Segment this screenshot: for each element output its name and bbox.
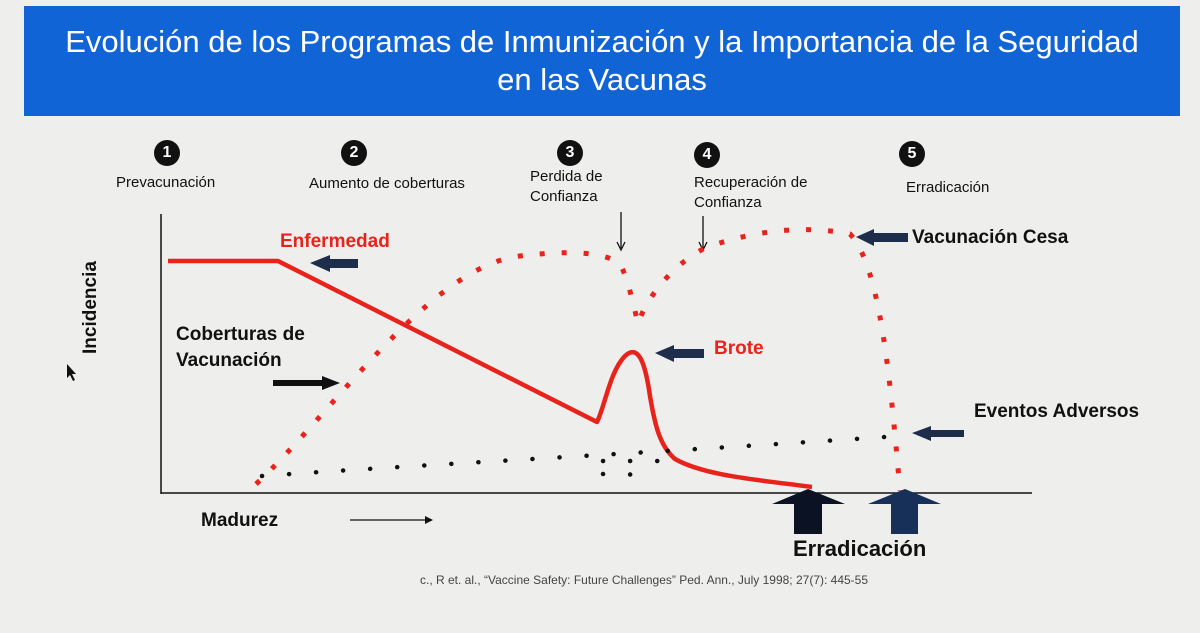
coverage-label-line1: Coberturas de bbox=[176, 324, 305, 345]
adverse-events-dotted-branch bbox=[600, 458, 661, 478]
stage-1-label: Prevacunación bbox=[116, 174, 216, 191]
coverage-label-line2: Vacunación bbox=[176, 350, 282, 371]
title-line-1: Evolución de los Programas de Inmunizaci… bbox=[65, 24, 1139, 59]
stage-3-label-line1: Perdida de bbox=[530, 168, 603, 185]
mouse-cursor-icon bbox=[67, 364, 76, 381]
x-axis-label: Madurez bbox=[201, 510, 279, 531]
title-banner: Evolución de los Programas de Inmunizaci… bbox=[24, 6, 1180, 116]
stage-4-number: 4 bbox=[694, 142, 720, 168]
stage-1-number: 1 bbox=[154, 140, 180, 166]
adverse-events-dotted-line bbox=[259, 433, 903, 479]
pointer-arrow-icon-disease bbox=[310, 255, 358, 272]
stage-2-label: Aumento de coberturas bbox=[309, 175, 465, 192]
stage-3-label-line2: Confianza bbox=[530, 188, 598, 205]
down-arrow-icon-stage4 bbox=[698, 216, 708, 252]
citation-text: c., R et. al., “Vaccine Safety: Future C… bbox=[420, 573, 869, 587]
y-axis-label: Incidencia bbox=[80, 261, 101, 354]
stage-4-label-line1: Recuperación de bbox=[694, 174, 808, 191]
pointer-arrow-icon-outbreak bbox=[655, 345, 704, 362]
pointer-arrow-icon-adverse-events bbox=[912, 426, 964, 441]
stage-5-label: Erradicación bbox=[906, 179, 990, 196]
stage-3-number: 3 bbox=[557, 140, 583, 166]
pointer-arrow-icon-vaccination-stops bbox=[856, 229, 908, 246]
outbreak-label: Brote bbox=[714, 338, 764, 359]
stage-5-number: 5 bbox=[899, 141, 925, 167]
eradication-label: Erradicación bbox=[793, 536, 927, 561]
coverage-dotted-curve bbox=[254, 227, 903, 492]
stage-4-label-line2: Confianza bbox=[694, 194, 762, 211]
immunization-diagram bbox=[67, 212, 1032, 534]
pointer-arrow-icon-coverage bbox=[273, 376, 340, 390]
disease-label: Enfermedad bbox=[280, 231, 390, 252]
down-arrow-icon-stage3 bbox=[616, 212, 626, 252]
disease-curve bbox=[168, 258, 813, 490]
diagram-area: 1 Prevacunación 2 Aumento de coberturas … bbox=[0, 116, 1200, 633]
stage-2-number: 2 bbox=[341, 140, 367, 166]
adverse-events-label: Eventos Adversos bbox=[974, 401, 1140, 422]
title-line-2: en las Vacunas bbox=[497, 62, 707, 97]
vaccination-stops-label: Vacunación Cesa bbox=[912, 227, 1069, 248]
up-arrow-icon-eradication-right bbox=[868, 489, 941, 534]
up-arrow-icon-eradication-left bbox=[772, 489, 845, 534]
